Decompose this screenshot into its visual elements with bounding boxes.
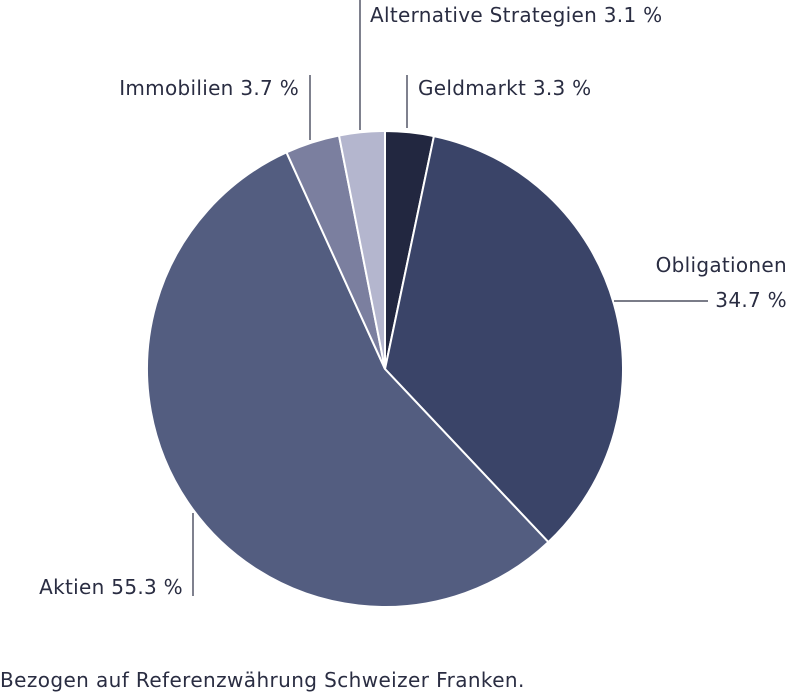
label-geldmarkt: Geldmarkt 3.3 % bbox=[418, 76, 591, 100]
slice-aktien bbox=[146, 151, 550, 608]
label-obligationen-value: 34.7 % bbox=[715, 288, 787, 312]
label-aktien: Aktien 55.3 % bbox=[39, 575, 183, 599]
label-alternative-strategien: Alternative Strategien 3.1 % bbox=[370, 3, 662, 27]
label-obligationen-name: Obligationen bbox=[656, 253, 787, 277]
label-immobilien: Immobilien 3.7 % bbox=[119, 76, 299, 100]
slice-alternative-strategien bbox=[337, 129, 386, 370]
pie-slices bbox=[146, 129, 624, 608]
slice-obligationen bbox=[383, 134, 624, 544]
footnote: Bezogen auf Referenzwährung Schweizer Fr… bbox=[0, 668, 525, 692]
